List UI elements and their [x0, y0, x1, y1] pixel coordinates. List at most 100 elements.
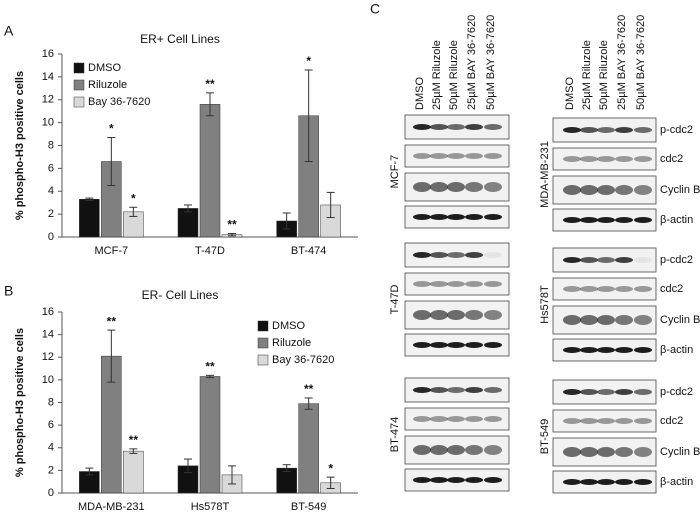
- blot-band: [484, 310, 502, 320]
- blot-band: [597, 447, 615, 457]
- bar: [123, 450, 144, 494]
- protein-label: Cyclin B: [660, 446, 700, 458]
- cell-line-label: BT-549: [539, 419, 551, 454]
- error-bar: [184, 458, 192, 474]
- blot-band: [563, 156, 581, 162]
- blot-band: [413, 182, 431, 192]
- blot-band: [634, 185, 652, 195]
- blot-band: [465, 387, 483, 393]
- blot-band: [597, 257, 615, 263]
- blot-band: [597, 479, 615, 485]
- y-tick-label: 10: [42, 117, 54, 129]
- blot: [552, 409, 657, 433]
- blot-band: [580, 185, 598, 195]
- blot-band: [563, 127, 581, 133]
- blot-band: [563, 217, 581, 223]
- blot: [404, 144, 510, 168]
- error-bar: [228, 233, 236, 237]
- blot-band: [597, 185, 615, 195]
- blot-band: [430, 445, 448, 455]
- legend-swatch: [257, 320, 269, 332]
- legend-swatch: [73, 62, 85, 74]
- blot: [404, 272, 510, 296]
- error-bar: [326, 191, 335, 219]
- lane-label: 50µM BAY 36-7620: [635, 15, 647, 110]
- legend-label: DMSO: [272, 320, 305, 332]
- y-tick-label: 6: [48, 419, 54, 431]
- y-tick-label: 8: [48, 396, 54, 408]
- significance-label: **: [107, 314, 117, 328]
- blot-band: [615, 447, 633, 457]
- significance-label: *: [328, 461, 333, 475]
- lane-label: 25µM Riluzole: [581, 40, 593, 110]
- blot-band: [413, 416, 431, 422]
- lane-label: 25µM BAY 36-7620: [466, 15, 478, 110]
- blot-band: [465, 182, 483, 192]
- blot: [404, 407, 510, 431]
- blot-band: [580, 257, 598, 263]
- protein-label: cdc2: [660, 415, 683, 427]
- error-bar: [107, 329, 116, 383]
- blot-band: [563, 185, 581, 195]
- blot-band: [465, 477, 483, 483]
- significance-label: **: [129, 433, 139, 447]
- blot-band: [413, 281, 431, 287]
- y-tick-label: 4: [48, 442, 54, 454]
- blot-band: [634, 286, 652, 292]
- blot-band: [563, 389, 581, 395]
- blot-band: [447, 153, 465, 159]
- blot-band: [447, 310, 465, 320]
- protein-label: p-cdc2: [660, 124, 693, 136]
- y-tick-label: 16: [42, 48, 54, 60]
- error-bar: [184, 204, 192, 213]
- blot-band: [430, 124, 448, 130]
- error-bar: [206, 374, 214, 379]
- blot-band: [465, 153, 483, 159]
- significance-label: **: [205, 360, 215, 374]
- blot-band: [580, 315, 598, 325]
- blot-band: [430, 416, 448, 422]
- bar: [199, 376, 221, 494]
- blot-band: [615, 127, 633, 133]
- protein-label: β-actin: [660, 214, 693, 226]
- blot-band: [484, 153, 502, 159]
- blot-band: [634, 315, 652, 325]
- legend-swatch: [73, 79, 85, 91]
- blot-band: [615, 185, 633, 195]
- blot-band: [563, 257, 581, 263]
- blot-band: [634, 257, 652, 263]
- blot-band: [447, 281, 465, 287]
- blot-band: [484, 252, 502, 258]
- legend-swatch: [257, 354, 269, 366]
- blot-band: [634, 389, 652, 395]
- error-bar: [304, 69, 313, 163]
- error-bar: [326, 476, 335, 489]
- blot-band: [413, 252, 431, 258]
- error-bar: [282, 464, 291, 473]
- blot-band: [634, 127, 652, 133]
- blot-band: [597, 389, 615, 395]
- blot-band: [615, 347, 633, 353]
- blot-band: [430, 477, 448, 483]
- error-bar: [129, 206, 138, 217]
- blot-band: [634, 479, 652, 485]
- protein-label: p-cdc2: [660, 254, 693, 266]
- y-tick-label: 12: [42, 351, 54, 363]
- blot-band: [447, 214, 465, 220]
- blot-band: [597, 418, 615, 424]
- error-bar: [85, 197, 94, 201]
- blot-band: [615, 217, 633, 223]
- blot-band: [430, 310, 448, 320]
- blot-band: [447, 387, 465, 393]
- blot-band: [430, 252, 448, 258]
- error-bar: [282, 212, 291, 230]
- blot-band: [615, 315, 633, 325]
- cell-line-label: MDA-MB-231: [539, 141, 551, 208]
- y-tick-label: 12: [42, 94, 54, 106]
- protein-label: p-cdc2: [660, 386, 693, 398]
- blot-band: [597, 286, 615, 292]
- blot-band: [465, 342, 483, 348]
- protein-label: β-actin: [660, 344, 693, 356]
- error-bar: [228, 465, 236, 485]
- blot-band: [413, 445, 431, 455]
